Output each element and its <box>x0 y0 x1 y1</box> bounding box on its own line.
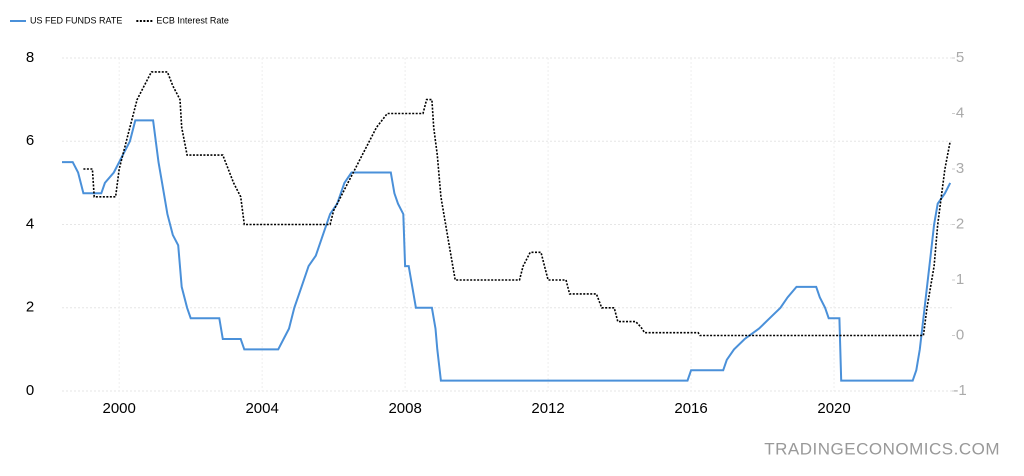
y2-tick-label: 0 <box>956 326 964 343</box>
y2-tick-label: -1 <box>953 382 966 399</box>
x-tick-label: 2012 <box>531 400 564 417</box>
y-tick-label: 4 <box>26 215 34 232</box>
legend-label: ECB Interest Rate <box>156 15 229 25</box>
y2-tick-label: 1 <box>956 271 964 288</box>
y-tick-label: 2 <box>26 299 34 316</box>
x-tick-label: 2004 <box>245 400 278 417</box>
legend-label: US FED FUNDS RATE <box>30 15 122 25</box>
y-tick-label: 6 <box>26 132 34 149</box>
line-series <box>83 71 951 337</box>
x-tick-label: 2008 <box>388 400 421 417</box>
y2-tick-label: 3 <box>956 160 964 177</box>
y2-tick-label: 5 <box>956 49 964 66</box>
line-series <box>62 119 952 382</box>
x-tick-label: 2016 <box>674 400 707 417</box>
x-tick-label: 2020 <box>817 400 850 417</box>
y-tick-label: 8 <box>26 49 34 66</box>
x-tick-label: 2000 <box>103 400 136 417</box>
y2-tick-label: 4 <box>956 104 964 121</box>
y2-tick-label: 2 <box>956 215 964 232</box>
y-tick-label: 0 <box>26 382 34 399</box>
source: TRADINGECONOMICS.COM <box>764 439 1000 458</box>
